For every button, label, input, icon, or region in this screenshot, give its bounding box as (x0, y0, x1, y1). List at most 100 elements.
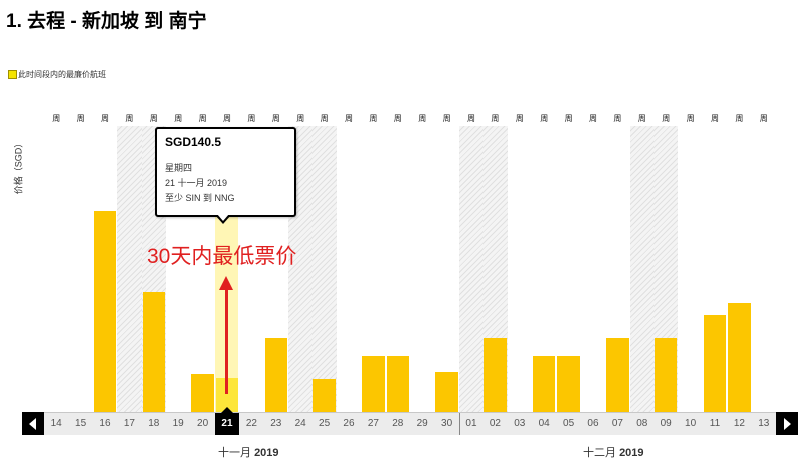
date-cell[interactable]: 19 (172, 418, 184, 429)
weekday-label: 周 (149, 114, 158, 123)
price-bar[interactable] (728, 302, 751, 412)
weekday-label: 周 (198, 114, 207, 123)
weekday-label: 周 (174, 114, 183, 123)
tooltip-date: 21 十一月 2019 (165, 178, 228, 188)
date-cell[interactable]: 04 (538, 418, 550, 429)
weekend-band (312, 126, 337, 412)
date-cell[interactable]: 03 (514, 418, 526, 429)
price-chart (22, 128, 776, 412)
date-cell[interactable]: 20 (197, 418, 209, 429)
legend-label: 此时间段内的最廉价航班 (18, 69, 106, 79)
weekday-label: 周 (711, 114, 719, 123)
weekday-label: 周 (540, 114, 549, 123)
month-dec-name: 十二月 (583, 447, 616, 459)
weekday-label: 周 (491, 114, 500, 123)
weekday-label: 周 (589, 114, 597, 123)
date-cell[interactable]: 09 (660, 418, 672, 429)
date-cell[interactable]: 05 (563, 418, 575, 429)
price-bar[interactable] (264, 337, 287, 412)
weekday-label: 周 (418, 114, 427, 123)
price-bar[interactable] (142, 291, 165, 412)
month-separator (458, 413, 460, 435)
weekend-band (117, 126, 142, 412)
weekend-band (629, 126, 654, 412)
month-nov-name: 十一月 (218, 447, 251, 459)
arrow-up-icon (219, 276, 233, 290)
weekday-label: 周 (442, 114, 451, 123)
price-bar[interactable] (557, 356, 580, 412)
date-cell[interactable]: 10 (685, 418, 697, 429)
date-cell[interactable]: 26 (343, 418, 355, 429)
lowest-price-annotation: 30天内最低票价 (147, 245, 297, 268)
date-cell[interactable]: 02 (489, 418, 501, 429)
date-cell[interactable]: 18 (148, 418, 160, 429)
weekday-label: 周 (759, 114, 768, 123)
date-cell[interactable]: 30 (441, 418, 453, 429)
price-bar[interactable] (655, 337, 678, 412)
date-cell[interactable]: 25 (319, 418, 331, 429)
date-cell[interactable]: 13 (758, 418, 770, 429)
date-cell[interactable]: 23 (270, 418, 282, 429)
price-bar[interactable] (533, 356, 556, 412)
date-strip: 14 15 16 17 18 19 20 21 22 23 24 25 26 27 28 29 30 01 02 03… (22, 412, 778, 435)
date-cell[interactable]: 01 (465, 418, 477, 429)
annotation-arrow (225, 286, 228, 394)
legend-swatch (8, 69, 17, 79)
weekday-label: 周 (76, 114, 85, 123)
date-cell[interactable]: 14 (50, 418, 62, 429)
tooltip-price: SGD140.5 (165, 135, 222, 149)
tooltip-tail-inner (217, 214, 229, 221)
month-label-dec: 十二月 2019 (583, 444, 644, 460)
weekday-label: 周 (393, 114, 402, 123)
weekday-label: 周 (101, 114, 109, 123)
price-bar[interactable] (362, 356, 385, 412)
weekday-label: 周 (467, 114, 475, 123)
weekday-label: 周 (637, 114, 646, 123)
weekday-row: 周周周周周周周周周周周周周周周周周周周周周周周周周周周周周周 (0, 113, 800, 125)
price-bar[interactable] (484, 337, 507, 412)
date-cell[interactable]: 24 (294, 418, 306, 429)
page-title: 1. 去程 - 新加坡 到 南宁 (6, 11, 207, 32)
date-cell[interactable]: 28 (392, 418, 404, 429)
chevron-left-icon (29, 417, 36, 430)
weekday-label: 周 (686, 114, 695, 123)
weekday-label: 周 (296, 114, 305, 123)
date-cell[interactable]: 29 (416, 418, 428, 429)
date-cell[interactable]: 27 (367, 418, 379, 429)
weekday-label: 周 (735, 114, 744, 123)
price-bar[interactable] (93, 211, 117, 412)
weekday-label: 周 (564, 114, 573, 123)
date-cell[interactable]: 12 (733, 418, 745, 429)
date-cell[interactable]: 15 (75, 418, 87, 429)
price-bar[interactable] (313, 379, 336, 412)
weekday-label: 周 (223, 114, 231, 123)
weekday-label: 周 (320, 114, 329, 123)
date-cell[interactable]: 08 (636, 418, 648, 429)
price-tooltip: SGD140.5 星期四 21 十一月 2019 至少 SIN 到 NNG (155, 127, 296, 224)
weekday-label: 周 (369, 114, 378, 123)
month-nov-year: 2019 (254, 447, 279, 459)
price-bar[interactable] (703, 314, 727, 412)
price-bar[interactable] (191, 373, 214, 412)
date-cell[interactable]: 21 (214, 413, 240, 435)
date-cell[interactable]: 06 (587, 418, 599, 429)
date-cell[interactable]: 22 (245, 418, 257, 429)
price-bar[interactable] (606, 337, 629, 412)
weekday-label: 周 (662, 114, 671, 123)
date-cell[interactable]: 11 (709, 418, 721, 429)
weekend-band (458, 126, 484, 412)
price-bar[interactable] (435, 371, 458, 412)
price-bar[interactable] (386, 356, 409, 412)
weekday-label: 周 (125, 114, 134, 123)
date-cell[interactable]: 07 (611, 418, 623, 429)
legend: 此时间段内的最廉价航班 (8, 68, 106, 80)
weekday-label: 周 (271, 114, 280, 123)
price-bar[interactable] (215, 378, 239, 412)
selected-date-marker (221, 407, 233, 413)
prev-button[interactable] (22, 412, 44, 435)
weekday-label: 周 (515, 114, 524, 123)
chevron-right-icon (784, 417, 791, 430)
date-cell[interactable]: 16 (99, 418, 111, 429)
next-button[interactable] (776, 412, 798, 435)
date-cell[interactable]: 17 (123, 418, 135, 429)
